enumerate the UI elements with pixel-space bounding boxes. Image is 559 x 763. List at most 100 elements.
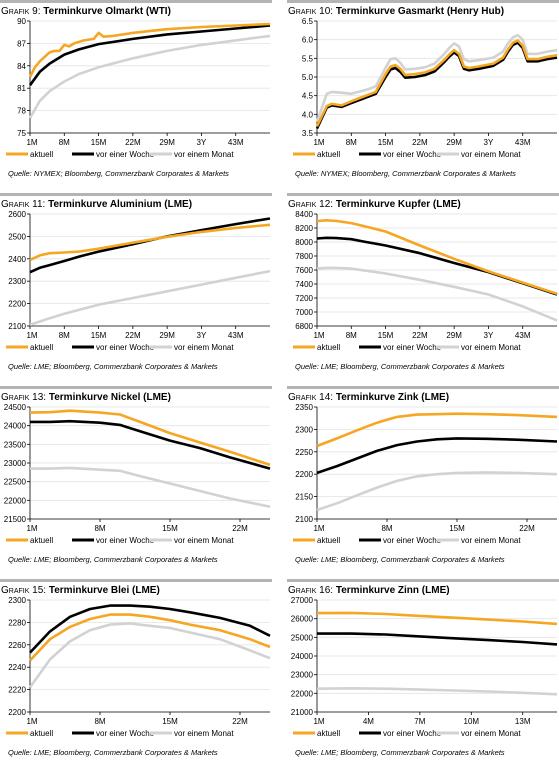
series-line-monat — [317, 268, 557, 321]
y-tick-label: 3.5 — [302, 129, 314, 138]
y-tick-label: 22500 — [4, 478, 27, 487]
x-tick-label: 7M — [414, 717, 425, 726]
chart-number: Grafik 12: — [288, 199, 333, 210]
chart-plot-zink: 2100215022002250230023501M 8M 15M 22Maktuel… — [287, 403, 559, 555]
chart-source: Quelle: LME; Bloomberg, Commerzbank Corp… — [8, 748, 218, 757]
y-tick-label: 2100 — [295, 515, 313, 524]
legend-label-monat: vor einem Monat — [461, 536, 521, 545]
x-tick-label: 29M — [159, 331, 175, 340]
chart-panel-blei: Grafik 15: Terminkurve Blei (LME) 2200 22… — [0, 579, 272, 763]
chart-title: Grafik 9: Terminkurve Olmarkt (WTI) — [1, 6, 171, 17]
chart-heading: Terminkurve Aluminium (LME) — [48, 199, 192, 210]
legend-label-woche: vor einer Woche — [96, 150, 155, 159]
x-tick-label: 15M — [91, 331, 107, 340]
x-tick-label: 8M — [346, 331, 357, 340]
chart-title: Grafik 13: Terminkurve Nickel (LME) — [1, 392, 171, 403]
y-tick-label: 2600 — [8, 210, 26, 219]
x-tick-label: 1M — [26, 138, 37, 147]
series-line-woche — [317, 438, 557, 473]
x-tick-label: 43M — [515, 138, 531, 147]
chart-panel-zink: Grafik 14: Terminkurve Zink (LME) 2100 21… — [287, 386, 559, 570]
y-tick-label: 6.0 — [302, 36, 314, 45]
chart-title: Grafik 10: Terminkurve Gasmarkt (Henry H… — [288, 6, 504, 17]
y-tick-label: 6.5 — [302, 17, 314, 26]
y-tick-label: 78 — [17, 107, 26, 116]
chart-panel-wti: Grafik 9: Terminkurve Olmarkt (WTI) 75 78… — [0, 0, 272, 184]
chart-source: Quelle: LME; Bloomberg, Commerzbank Corp… — [295, 748, 505, 757]
y-tick-label: 2200 — [8, 300, 26, 309]
y-tick-label: 2220 — [8, 686, 26, 695]
y-tick-label: 22000 — [291, 689, 314, 698]
x-tick-label: 29M — [159, 138, 175, 147]
x-tick-label: 8M — [94, 524, 105, 533]
x-tick-label: 3Y — [484, 331, 494, 340]
legend-label-aktuell: aktuell — [30, 729, 53, 738]
chart-plot-gas: 3.5 4.0 4.5 5.0 5.5 6.0 6.5 1M 8M 15M 22M 29M 3Y 43M a… — [287, 17, 559, 169]
x-tick-label: 29M — [446, 138, 462, 147]
legend-label-woche: vor einer Woche — [383, 729, 442, 738]
legend-label-aktuell: aktuell — [317, 729, 340, 738]
y-tick-label: 23000 — [291, 671, 314, 680]
series-line-aktuell — [317, 40, 557, 126]
x-tick-label: 22M — [412, 138, 428, 147]
x-tick-label: 10M — [464, 717, 480, 726]
chart-heading: Terminkurve Zink (LME) — [336, 392, 449, 403]
legend-label-aktuell: aktuell — [30, 150, 53, 159]
y-tick-label: 27000 — [291, 596, 314, 605]
y-tick-label: 5.0 — [302, 73, 314, 82]
y-tick-label: 24000 — [291, 652, 314, 661]
legend-label-woche: vor einer Woche — [96, 729, 155, 738]
chart-plot-nickel: 215002200022500230002350024000245001M 8M 1… — [0, 403, 272, 555]
series-line-monat — [30, 271, 270, 325]
legend-label-aktuell: aktuell — [317, 343, 340, 352]
y-tick-label: 81 — [17, 84, 26, 93]
x-tick-label: 22M — [232, 717, 248, 726]
y-tick-label: 84 — [17, 62, 26, 71]
y-tick-label: 2400 — [8, 255, 26, 264]
x-tick-label: 22M — [412, 331, 428, 340]
legend-label-woche: vor einer Woche — [96, 343, 155, 352]
y-tick-label: 25000 — [291, 633, 314, 642]
chart-panel-nickel: Grafik 13: Terminkurve Nickel (LME) 2150… — [0, 386, 272, 570]
x-tick-label: 8M — [381, 524, 392, 533]
y-tick-label: 2500 — [8, 232, 26, 241]
legend-label-woche: vor einer Woche — [383, 343, 442, 352]
y-tick-label: 7200 — [295, 294, 313, 303]
chart-heading: Terminkurve Kupfer (LME) — [336, 199, 461, 210]
chart-heading: Terminkurve Blei (LME) — [49, 585, 160, 596]
chart-title: Grafik 14: Terminkurve Zink (LME) — [288, 392, 449, 403]
series-line-aktuell — [30, 225, 270, 260]
y-tick-label: 2240 — [8, 663, 26, 672]
chart-number: Grafik 13: — [1, 392, 46, 403]
legend-label-aktuell: aktuell — [30, 343, 53, 352]
x-tick-label: 29M — [446, 331, 462, 340]
legend-label-woche: vor einer Woche — [383, 536, 442, 545]
chart-plot-kupfer: 6800700072007400760078008000820084001M 8M… — [287, 210, 559, 362]
y-tick-label: 7800 — [295, 252, 313, 261]
x-tick-label: 22M — [125, 331, 141, 340]
x-tick-label: 8M — [59, 331, 70, 340]
chart-source: Quelle: LME; Bloomberg, Commerzbank Corp… — [8, 362, 218, 371]
series-line-monat — [30, 468, 270, 507]
chart-number: Grafik 15: — [1, 585, 46, 596]
y-tick-label: 2300 — [295, 425, 313, 434]
x-tick-label: 8M — [59, 138, 70, 147]
panel-divider — [0, 193, 272, 196]
chart-number: Grafik 14: — [288, 392, 333, 403]
legend-label-aktuell: aktuell — [30, 536, 53, 545]
x-tick-label: 43M — [515, 331, 531, 340]
chart-source: Quelle: LME; Bloomberg, Commerzbank Corp… — [295, 362, 505, 371]
panel-divider — [0, 386, 272, 389]
x-tick-label: 1M — [313, 717, 324, 726]
chart-panel-gas: Grafik 10: Terminkurve Gasmarkt (Henry H… — [287, 0, 559, 184]
y-tick-label: 8200 — [295, 224, 313, 233]
series-line-woche — [30, 219, 270, 273]
x-tick-label: 22M — [519, 524, 535, 533]
chart-panel-kupfer: Grafik 12: Terminkurve Kupfer (LME) 6800… — [287, 193, 559, 377]
series-line-monat — [317, 472, 557, 510]
y-tick-label: 26000 — [291, 615, 314, 624]
legend-label-monat: vor einem Monat — [174, 343, 234, 352]
chart-number: Grafik 10: — [288, 6, 333, 17]
y-tick-label: 90 — [17, 17, 26, 26]
y-tick-label: 2200 — [295, 470, 313, 479]
